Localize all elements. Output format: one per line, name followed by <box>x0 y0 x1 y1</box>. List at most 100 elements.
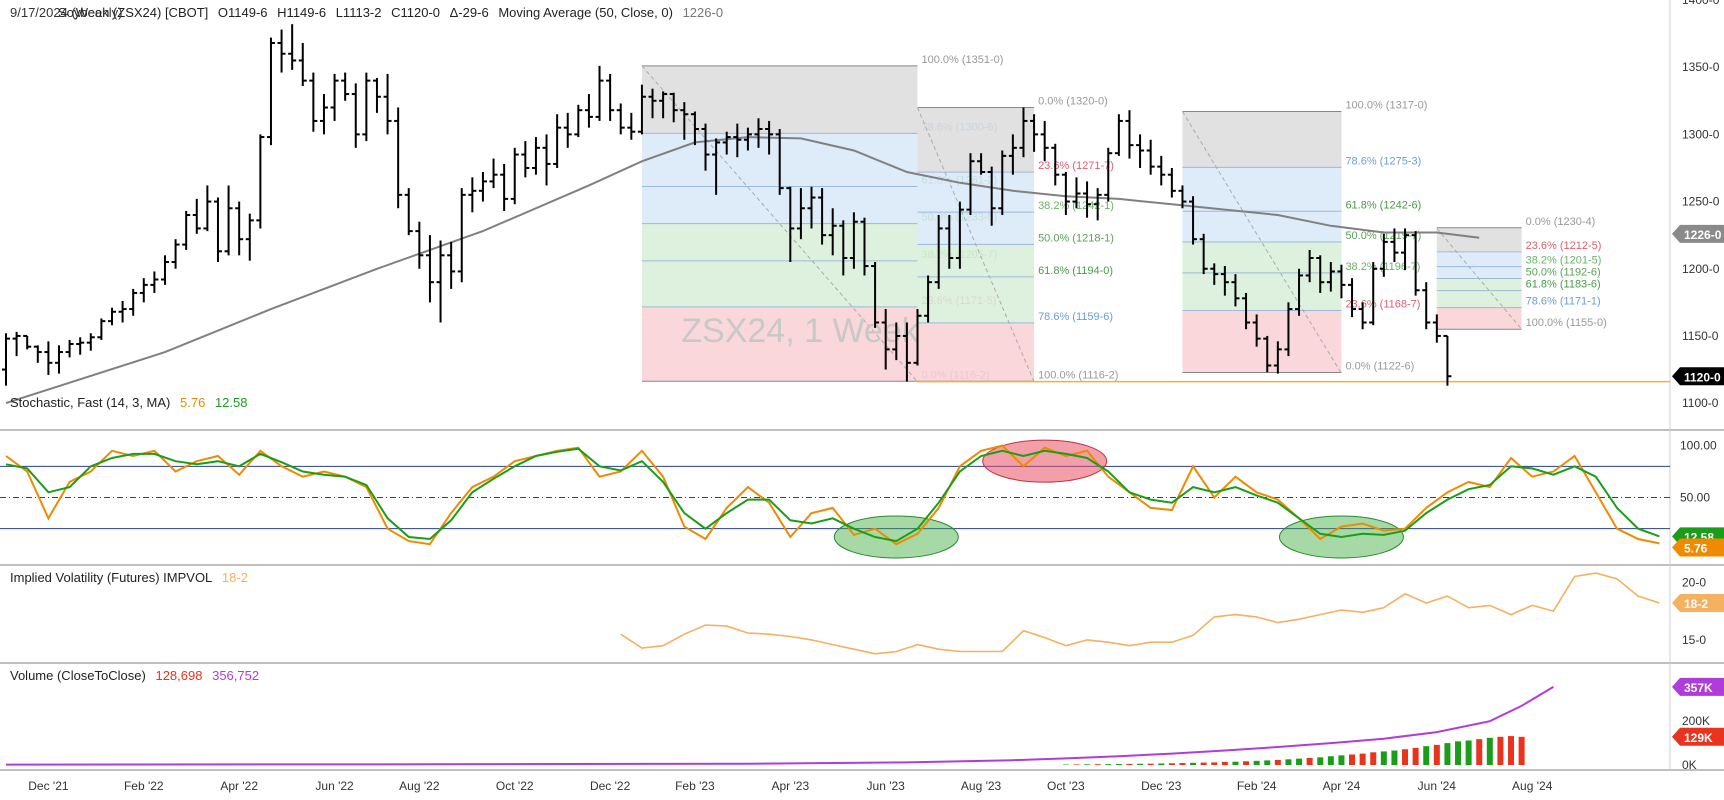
ohlc-bar <box>1379 233 1388 277</box>
fib-zone-2-4 <box>1182 272 1342 311</box>
fib-label: 100.0% (1317-0) <box>1345 100 1427 112</box>
ohlc-bar <box>436 240 445 323</box>
ohlc-bar <box>977 153 986 175</box>
volume-bar <box>1137 763 1144 765</box>
volume-bar <box>1486 737 1493 765</box>
ohlc-bar <box>298 43 307 86</box>
fib-zone-2-1 <box>1182 167 1342 212</box>
x-tick-label: Dec '22 <box>590 779 631 793</box>
stochastic-title: Stochastic, Fast (14, 3, MA) <box>10 395 171 410</box>
ohlc-bar <box>1199 233 1208 275</box>
volume-bar <box>1327 756 1334 765</box>
volume-bar <box>1433 744 1440 765</box>
ohlc-bar <box>425 235 434 303</box>
ohlc-bar <box>966 153 975 215</box>
ohlc-bar <box>680 102 689 140</box>
ohlc-bar <box>1326 262 1335 292</box>
ohlc-bar <box>44 341 53 375</box>
x-tick-label: Feb '22 <box>124 779 164 793</box>
ohlc-bar <box>1051 143 1060 186</box>
fib-zone-1-0 <box>917 107 1035 173</box>
price-tick-label: 1150-0 <box>1682 329 1719 343</box>
ohlc-bar <box>606 73 615 121</box>
iv-callout: 18-2 <box>1672 594 1724 613</box>
x-tick-label: Oct '23 <box>1047 779 1085 793</box>
price-tick-label: 1250-0 <box>1682 195 1720 209</box>
iv-value: 18-2 <box>221 570 248 585</box>
ohlc-bar <box>1252 314 1261 347</box>
ohlc-bar <box>129 288 138 316</box>
fib-zone-2-0 <box>1182 111 1342 168</box>
ohlc-bar <box>616 103 625 135</box>
stochastic-highlight-green <box>833 515 959 559</box>
fib-zone-1-2 <box>917 212 1035 245</box>
stochastic-k-callout-text: 5.76 <box>1684 541 1708 555</box>
panel-backgrounds <box>0 0 1724 771</box>
ohlc-bar <box>807 186 816 229</box>
x-tick-label: Feb '23 <box>675 779 715 793</box>
ohlc-bar <box>1040 120 1049 162</box>
ohlc-bar <box>722 131 731 155</box>
x-tick-label: Jun '23 <box>867 779 906 793</box>
ohlc-bar <box>913 309 922 366</box>
iv-callout-text: 18-2 <box>1684 597 1708 611</box>
fib-zone-2-3 <box>1182 242 1342 273</box>
ohlc-bar <box>860 217 869 276</box>
price-tick-label: 1300-0 <box>1682 127 1720 141</box>
x-tick-label: Dec '21 <box>28 779 69 793</box>
ohlc-bar <box>743 127 752 151</box>
ohlc-bar <box>457 188 466 283</box>
iv-title: Implied Volatility (Futures) IMPVOL <box>10 570 213 585</box>
ohlc-bar <box>1273 341 1282 374</box>
x-tick-label: Aug '23 <box>961 779 1002 793</box>
volume-bar <box>1274 759 1281 765</box>
ohlc-bar <box>65 339 74 358</box>
ohlc-bar <box>1061 172 1070 215</box>
ohlc-bar <box>1432 314 1441 343</box>
volume-bar <box>1296 758 1303 765</box>
ohlc-bar <box>1167 167 1176 198</box>
ohlc-bar <box>627 112 636 140</box>
watermark: ZSX24, 1 Week <box>681 312 919 350</box>
volume-bar <box>1253 760 1260 765</box>
ohlc-bar <box>235 201 244 256</box>
ohlc-bar <box>1284 302 1293 357</box>
ohlc-bar <box>902 322 911 382</box>
ohlc-bar <box>319 94 328 135</box>
volume-panel[interactable] <box>5 686 1554 766</box>
fib-label: 100.0% (1116-2) <box>1038 369 1118 381</box>
volume-bar <box>1317 757 1324 765</box>
volume-value: 128,698 <box>155 668 203 683</box>
price-panel[interactable]: 100.0% (1351-0)78.6% (1300-6)61.8% (1261… <box>2 24 1670 405</box>
stochastic-k-line <box>5 444 1660 546</box>
ohlc-bar <box>245 213 254 261</box>
ohlc-bar <box>489 158 498 189</box>
ohlc-bar <box>97 318 106 340</box>
fib-zone-0-4 <box>641 260 918 307</box>
stochastic-header: Stochastic, Fast (14, 3, MA) 5.76 12.58 <box>10 395 254 410</box>
stochastic-panel[interactable] <box>0 439 1670 559</box>
fib-zone-0-0 <box>641 65 918 134</box>
x-tick-label: Apr '23 <box>771 779 809 793</box>
x-tick-label: Aug '22 <box>399 779 440 793</box>
fib-label: 61.8% (1242-6) <box>1345 199 1421 211</box>
ohlc-bar <box>712 138 721 195</box>
volume-bar <box>1115 764 1122 765</box>
volume-bar <box>1380 751 1387 765</box>
implied-volatility-panel[interactable] <box>620 572 1660 655</box>
ohlc-bar <box>33 345 42 363</box>
fib-label: 78.6% (1275-3) <box>1345 155 1421 167</box>
ohlc-bar <box>1220 266 1229 296</box>
ohlc-bar <box>669 92 678 123</box>
fib-zone-1-3 <box>917 244 1035 277</box>
stochastic-tick-label: 50.00 <box>1680 491 1710 505</box>
fib-zone-3-1 <box>1436 251 1522 267</box>
ohlc-bar <box>849 212 858 269</box>
volume-bar <box>1391 750 1398 765</box>
ohlc-bar <box>404 188 413 236</box>
last-price-label: 1120-0 <box>1672 367 1724 386</box>
stochastic-k-value: 5.76 <box>180 395 206 410</box>
price-tick-label: 1100-0 <box>1682 396 1719 410</box>
ohlc-bar <box>1072 177 1081 209</box>
moving-average-line <box>5 136 1480 405</box>
